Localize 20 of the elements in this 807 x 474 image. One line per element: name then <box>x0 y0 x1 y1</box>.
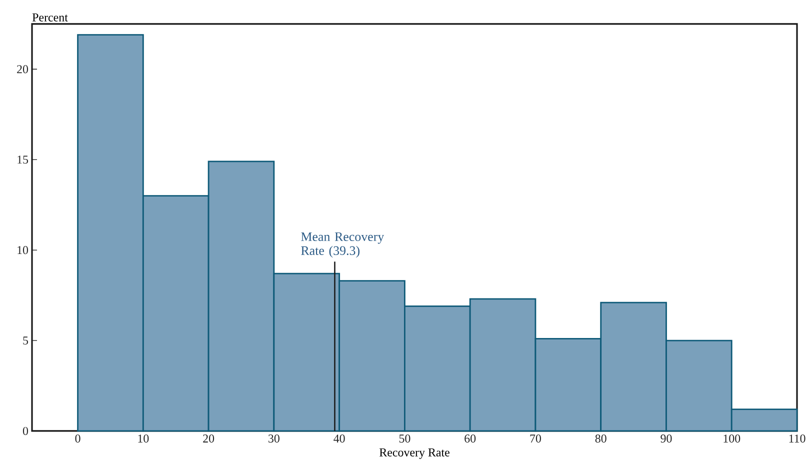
x-tick-label: 80 <box>595 434 606 443</box>
y-tick-label: 10 <box>18 246 28 254</box>
x-tick-label: 70 <box>530 434 541 443</box>
y-tick-label: 15 <box>18 156 28 164</box>
x-tick-label: 100 <box>724 434 740 443</box>
x-axis-title: Recovery Rate <box>380 448 450 459</box>
y-axis-title: Percent <box>32 14 68 22</box>
x-tick-label: 50 <box>399 434 410 443</box>
x-tick-label: 40 <box>334 434 345 443</box>
y-tick-label: 0 <box>22 426 28 436</box>
x-tick-label: 110 <box>789 434 806 443</box>
ref-line-label: Mean Recovery Rate (39.3) <box>301 232 384 258</box>
y-tick-label: 20 <box>17 65 28 74</box>
x-tick-label: 30 <box>268 434 280 443</box>
y-tick-label: 5 <box>23 336 28 345</box>
x-tick-label: 90 <box>660 434 672 443</box>
x-tick-label: 20 <box>203 434 214 443</box>
x-tick-label: 0 <box>75 434 80 443</box>
x-tick-label: 60 <box>464 434 476 443</box>
x-tick-label: 10 <box>138 434 149 443</box>
